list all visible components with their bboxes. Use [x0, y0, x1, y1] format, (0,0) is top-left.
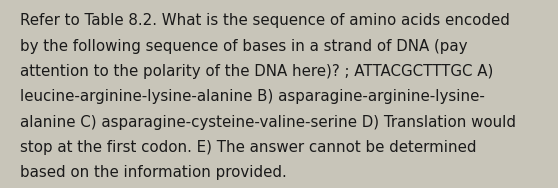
Text: by the following sequence of bases in a strand of DNA (pay: by the following sequence of bases in a … — [20, 39, 467, 54]
Text: leucine-arginine-lysine-alanine B) asparagine-arginine-lysine-: leucine-arginine-lysine-alanine B) aspar… — [20, 89, 484, 104]
Text: attention to the polarity of the DNA here)? ; ATTACGCTTTGC A): attention to the polarity of the DNA her… — [20, 64, 493, 79]
Text: alanine C) asparagine-cysteine-valine-serine D) Translation would: alanine C) asparagine-cysteine-valine-se… — [20, 115, 516, 130]
Text: stop at the first codon. E) The answer cannot be determined: stop at the first codon. E) The answer c… — [20, 140, 476, 155]
Text: based on the information provided.: based on the information provided. — [20, 165, 286, 180]
Text: Refer to Table 8.2. What is the sequence of amino acids encoded: Refer to Table 8.2. What is the sequence… — [20, 13, 509, 28]
